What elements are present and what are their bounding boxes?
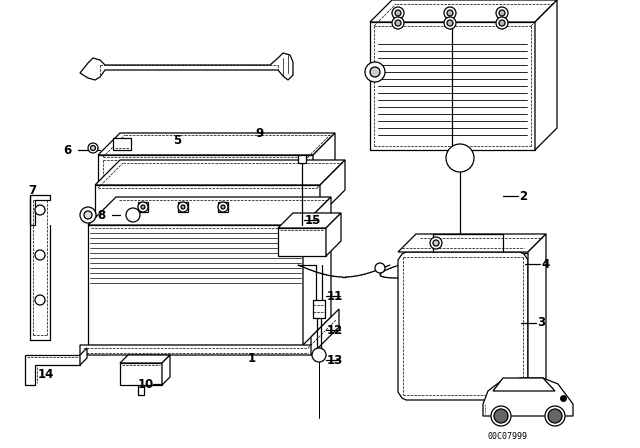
Polygon shape xyxy=(80,53,293,80)
Circle shape xyxy=(499,10,505,16)
Text: 00C07999: 00C07999 xyxy=(487,431,527,440)
Polygon shape xyxy=(398,252,528,400)
Polygon shape xyxy=(98,133,335,155)
Polygon shape xyxy=(113,138,131,150)
Circle shape xyxy=(491,406,511,426)
Circle shape xyxy=(444,17,456,29)
Polygon shape xyxy=(483,378,573,416)
Polygon shape xyxy=(493,378,555,391)
Text: 14: 14 xyxy=(38,369,54,382)
Polygon shape xyxy=(528,234,546,400)
Polygon shape xyxy=(30,195,50,225)
Polygon shape xyxy=(398,234,546,252)
Circle shape xyxy=(548,409,562,423)
Polygon shape xyxy=(370,22,535,150)
Circle shape xyxy=(90,146,95,151)
Circle shape xyxy=(141,205,145,209)
Text: 12: 12 xyxy=(327,323,343,336)
Circle shape xyxy=(433,240,439,246)
Circle shape xyxy=(312,348,326,362)
Polygon shape xyxy=(88,225,303,345)
Circle shape xyxy=(375,263,385,273)
Text: 4: 4 xyxy=(541,258,549,271)
Polygon shape xyxy=(370,0,557,22)
Polygon shape xyxy=(311,309,339,355)
Polygon shape xyxy=(278,213,341,228)
Polygon shape xyxy=(88,197,331,225)
Polygon shape xyxy=(120,363,162,385)
Circle shape xyxy=(178,202,188,212)
Circle shape xyxy=(126,208,140,222)
Bar xyxy=(456,238,464,248)
Polygon shape xyxy=(98,155,313,190)
Text: 11: 11 xyxy=(327,289,343,302)
Circle shape xyxy=(370,67,380,77)
Text: 5: 5 xyxy=(173,134,181,146)
Polygon shape xyxy=(320,160,345,215)
Circle shape xyxy=(496,7,508,19)
Circle shape xyxy=(395,10,401,16)
Circle shape xyxy=(446,144,474,172)
Circle shape xyxy=(35,205,45,215)
Text: 2: 2 xyxy=(519,190,527,202)
Circle shape xyxy=(181,205,185,209)
Circle shape xyxy=(365,62,385,82)
Polygon shape xyxy=(326,213,341,256)
Bar xyxy=(178,202,188,212)
Polygon shape xyxy=(313,133,335,190)
Circle shape xyxy=(80,207,96,223)
Polygon shape xyxy=(25,355,80,385)
Polygon shape xyxy=(303,197,331,345)
Circle shape xyxy=(444,7,456,19)
Circle shape xyxy=(392,7,404,19)
Text: 13: 13 xyxy=(327,353,343,366)
Circle shape xyxy=(88,143,98,153)
Bar xyxy=(298,155,306,163)
Polygon shape xyxy=(95,185,320,215)
Circle shape xyxy=(447,20,453,26)
Circle shape xyxy=(395,20,401,26)
Circle shape xyxy=(430,237,442,249)
Text: 1: 1 xyxy=(248,352,256,365)
Circle shape xyxy=(138,202,148,212)
Circle shape xyxy=(494,409,508,423)
Text: 6: 6 xyxy=(63,143,71,156)
Bar xyxy=(218,202,228,212)
Polygon shape xyxy=(120,355,170,363)
Circle shape xyxy=(84,211,92,219)
Circle shape xyxy=(496,17,508,29)
Polygon shape xyxy=(535,0,557,150)
Text: 10: 10 xyxy=(138,378,154,391)
Text: 15: 15 xyxy=(305,214,321,227)
Circle shape xyxy=(218,202,228,212)
Circle shape xyxy=(35,250,45,260)
Polygon shape xyxy=(278,228,326,256)
Circle shape xyxy=(499,20,505,26)
Polygon shape xyxy=(95,160,345,185)
Polygon shape xyxy=(80,337,319,355)
Text: 7: 7 xyxy=(28,184,36,197)
Bar xyxy=(313,300,325,318)
Circle shape xyxy=(447,10,453,16)
Bar xyxy=(138,202,148,212)
Circle shape xyxy=(392,17,404,29)
Text: 3: 3 xyxy=(537,316,545,329)
Text: 9: 9 xyxy=(255,126,263,139)
Circle shape xyxy=(35,295,45,305)
Circle shape xyxy=(545,406,565,426)
Text: 8: 8 xyxy=(97,208,105,221)
Circle shape xyxy=(221,205,225,209)
Polygon shape xyxy=(162,355,170,385)
Polygon shape xyxy=(80,348,87,365)
